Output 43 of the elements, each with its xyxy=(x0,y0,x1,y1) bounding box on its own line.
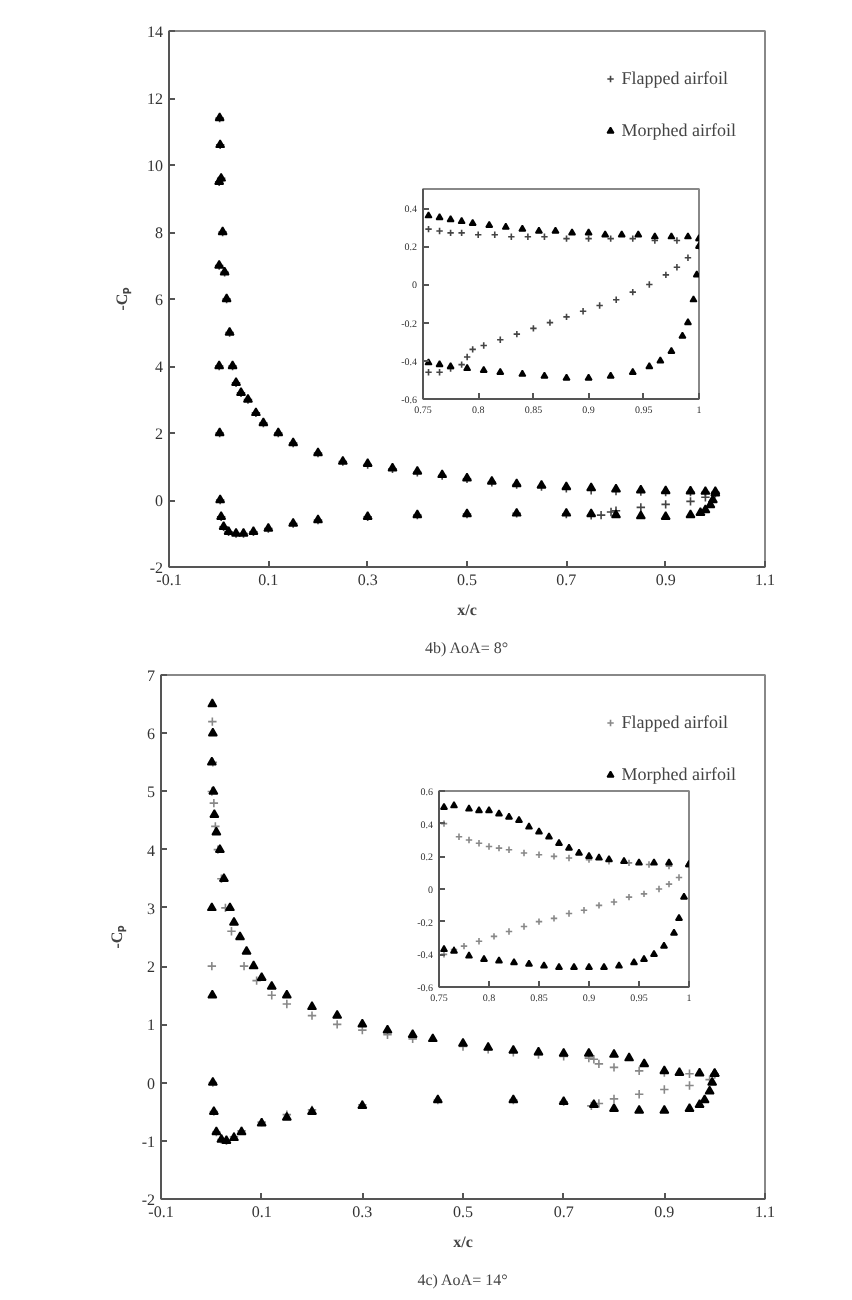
x-tick-label: 0.7 xyxy=(556,571,577,589)
x-tick-label: 0.9 xyxy=(654,1203,675,1221)
y-tick-label: 0 xyxy=(155,492,163,510)
x-axis-title: x/c xyxy=(457,601,478,619)
x-tick-label: 0.5 xyxy=(457,571,477,589)
x-tick-label: 0.5 xyxy=(453,1203,473,1221)
y-tick-label: 4 xyxy=(155,358,163,376)
legend-label: Flapped airfoil xyxy=(621,68,729,88)
y-tick-label: -2 xyxy=(141,1191,156,1209)
y-tick-label: 14 xyxy=(147,23,163,41)
y-tick-label: 7 xyxy=(147,667,155,685)
x-tick-label: 0.1 xyxy=(258,571,279,589)
x-tick-label: 1.1 xyxy=(755,571,775,589)
x-tick-label: 0.3 xyxy=(352,1203,373,1221)
x-tick-label: 0.1 xyxy=(251,1203,272,1221)
x-tick-label: -0.1 xyxy=(156,571,182,589)
x-tick-label: 0.9 xyxy=(655,571,676,589)
legend-label: Flapped airfoil xyxy=(621,712,729,732)
legend-label: Morphed airfoil xyxy=(621,120,736,140)
y-tick-label: 2 xyxy=(155,425,163,443)
text: 4b) AoA= 8° xyxy=(425,639,509,657)
y-tick-label: -1 xyxy=(141,1132,156,1151)
y-tick-label: -2 xyxy=(149,559,164,577)
legend-label: Morphed airfoil xyxy=(621,764,736,784)
y-tick-label: 3 xyxy=(147,899,155,918)
text: 4c) AoA= 14° xyxy=(417,1271,508,1289)
y-tick-label: 10 xyxy=(147,157,163,175)
y-axis-title: -Cₚ xyxy=(113,285,133,311)
y-axis-title: -Cₚ xyxy=(107,923,128,949)
x-tick-label: 0.7 xyxy=(553,1203,574,1221)
y-tick-label: 1 xyxy=(147,1016,155,1035)
y-tick-label: 4 xyxy=(147,841,155,860)
x-tick-label: 1.1 xyxy=(755,1203,775,1221)
y-tick-label: 6 xyxy=(155,291,163,309)
y-tick-label: 5 xyxy=(147,783,155,802)
x-tick-label: 0.3 xyxy=(357,571,378,589)
y-tick-label: 0 xyxy=(147,1074,155,1093)
y-tick-label: 2 xyxy=(147,958,155,977)
y-tick-label: 8 xyxy=(155,224,163,242)
y-tick-label: 6 xyxy=(147,725,155,744)
x-axis-title: x/c xyxy=(453,1233,474,1251)
x-tick-label: -0.1 xyxy=(148,1203,174,1221)
y-tick-label: 12 xyxy=(147,90,163,108)
